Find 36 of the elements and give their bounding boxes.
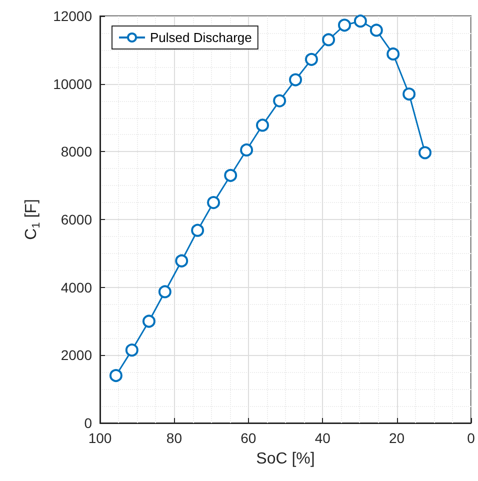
y-axis-title: C1 [F] [23, 199, 43, 240]
y-tick-label: 0 [84, 415, 92, 431]
point [304, 52, 318, 66]
point [386, 47, 400, 60]
x-tick-label: 80 [166, 430, 182, 446]
point [224, 168, 238, 182]
y-tick-label: 12000 [53, 8, 92, 24]
point [240, 143, 254, 156]
y-tick-label: 6000 [60, 212, 92, 228]
y-tick-label: 8000 [60, 144, 92, 160]
point [370, 24, 383, 37]
point [418, 146, 432, 160]
y-tick-label: 4000 [60, 279, 92, 296]
point [322, 33, 336, 46]
point [338, 18, 351, 32]
x-tick-label: 20 [389, 430, 405, 446]
point [273, 94, 286, 108]
y-tick-label: 10000 [53, 76, 92, 92]
x-tick-label: 0 [467, 430, 476, 446]
point [158, 285, 172, 298]
point [354, 14, 367, 28]
point [207, 196, 220, 210]
point [256, 118, 269, 132]
point [125, 344, 138, 357]
x-axis-title: SoC [%] [256, 450, 315, 468]
point [289, 73, 302, 86]
point [109, 369, 122, 382]
point [402, 88, 416, 101]
x-tick-label: 60 [240, 430, 256, 446]
x-tick-label: 40 [314, 430, 331, 446]
point [142, 314, 156, 328]
point [175, 254, 188, 268]
legend-label: Pulsed Discharge [150, 30, 252, 45]
y-tick-label: 2000 [60, 347, 92, 364]
point [191, 224, 204, 237]
x-tick-label: 100 [88, 430, 112, 446]
